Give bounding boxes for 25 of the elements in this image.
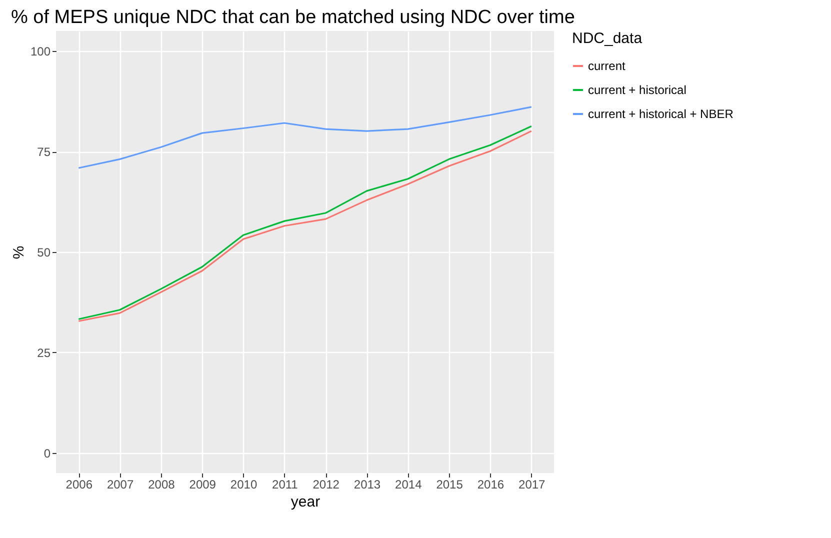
- x-tick-label: 2014: [395, 478, 422, 492]
- y-tick-label: 100: [30, 44, 51, 59]
- x-tick-label: 2015: [436, 478, 464, 492]
- legend-label: current: [588, 59, 626, 73]
- y-tick-label: 25: [37, 346, 51, 360]
- line-series: [78, 106, 532, 169]
- legend-title: NDC_data: [572, 30, 643, 47]
- x-tick-label: 2007: [106, 478, 134, 492]
- x-tick-label: 2016: [477, 478, 504, 492]
- x-tick-label: 2010: [230, 478, 258, 492]
- y-tick-label: 75: [37, 145, 51, 160]
- x-tick-label: 2006: [66, 478, 93, 492]
- x-tick-label: 2011: [272, 478, 298, 492]
- chart-title: % of MEPS unique NDC that can be matched using NDC over time: [10, 7, 575, 28]
- y-tick-label: 50: [37, 246, 51, 260]
- legend-label: current + historical: [588, 83, 686, 97]
- x-tick-label: 2009: [189, 478, 216, 492]
- y-tick-label: 0: [44, 446, 51, 460]
- x-tick-label: 2013: [354, 478, 381, 492]
- x-tick-label: 2008: [148, 478, 176, 492]
- x-tick-label: 2017: [518, 478, 546, 492]
- x-axis-title: year: [290, 494, 320, 510]
- x-tick-label: 2012: [312, 478, 340, 492]
- legend-label: current + historical + NBER: [588, 107, 734, 121]
- y-axis-title: %: [10, 246, 28, 260]
